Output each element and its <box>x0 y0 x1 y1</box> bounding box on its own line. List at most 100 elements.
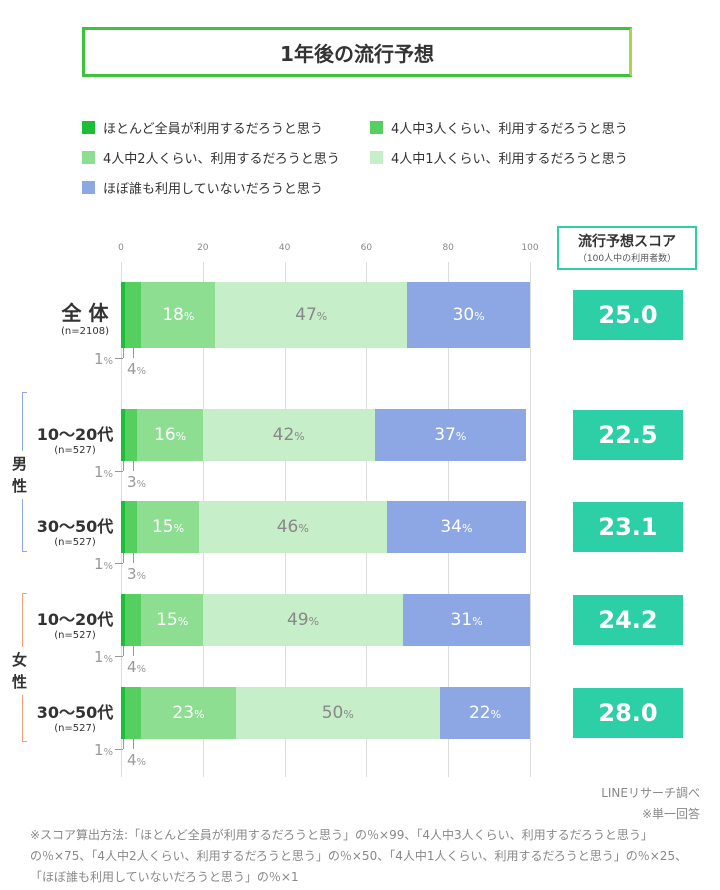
data-label: 49% <box>286 610 320 630</box>
legend-label: ほぼ誰も利用していないだろうと思う <box>103 182 323 197</box>
bar-segment <box>125 594 142 646</box>
score-header-title: 流行予想スコア <box>578 234 676 250</box>
data-label: 22% <box>468 703 502 723</box>
x-tick-label: 40 <box>278 243 291 253</box>
group-label: 男 性 <box>12 451 28 499</box>
callout-line <box>115 749 124 750</box>
data-label: 1% <box>94 555 114 573</box>
data-label: 4% <box>127 658 147 676</box>
legend-item: 4人中3人くらい、利用するだろうと思う <box>370 118 628 137</box>
legend-swatch <box>82 181 95 194</box>
data-label: 46% <box>276 517 309 537</box>
data-label: 1% <box>94 741 114 759</box>
stacked-bar: 18% 47% 30% <box>121 282 530 348</box>
score-header-sub: （100人中の利用者数） <box>577 254 677 264</box>
data-label: 50% <box>321 703 354 723</box>
callout-line <box>133 739 135 749</box>
score-value: 25.0 <box>573 290 683 340</box>
data-label: 42% <box>272 425 305 445</box>
x-tick-label: 100 <box>521 243 539 253</box>
legend-label: 4人中3人くらい、利用するだろうと思う <box>391 122 628 137</box>
source: LINEリサーチ調べ <box>601 786 700 800</box>
bar-segment: 42% <box>202 409 375 461</box>
bar-segment: 37% <box>374 409 526 461</box>
data-label: 1% <box>94 648 114 666</box>
stacked-bar: 15% 46% 34% <box>121 501 530 553</box>
legend-item: ほとんど全員が利用するだろうと思う <box>82 118 323 137</box>
bar-segment <box>121 282 126 348</box>
data-label: 3% <box>127 473 147 491</box>
bar-segment: 46% <box>198 501 387 553</box>
data-label: 18% <box>162 305 195 325</box>
category-label: 全 体 (n=2108) <box>61 301 109 337</box>
bar-segment <box>121 409 126 461</box>
callout-line <box>123 739 125 749</box>
bar-segment: 49% <box>202 594 404 646</box>
score-value: 24.2 <box>573 595 683 645</box>
stacked-bar: 16% 42% 37% <box>121 409 530 461</box>
data-label: 23% <box>172 703 205 723</box>
callout-line <box>115 656 124 657</box>
data-label: 16% <box>154 425 187 445</box>
bar-segment: 16% <box>137 409 203 461</box>
callout-line <box>123 348 125 358</box>
bar-segment <box>125 282 142 348</box>
bar-segment: 18% <box>141 282 216 348</box>
score-value: 23.1 <box>573 502 683 552</box>
score-value: 22.5 <box>573 410 683 460</box>
group-label: 女 性 <box>12 646 28 695</box>
data-label: 4% <box>127 360 147 378</box>
legend-label: 4人中2人くらい、利用するだろうと思う <box>103 152 340 167</box>
data-label: 34% <box>440 517 473 537</box>
x-tick-label: 60 <box>360 243 373 253</box>
callout-line <box>115 471 124 472</box>
data-label: 47% <box>295 305 328 325</box>
legend-item: 4人中1人くらい、利用するだろうと思う <box>370 148 628 167</box>
gridline <box>530 262 531 777</box>
stacked-bar: 15% 49% 31% <box>121 594 530 646</box>
callout-line <box>133 553 135 563</box>
legend-swatch <box>370 151 383 164</box>
callout-line <box>123 646 125 656</box>
legend-label: 4人中1人くらい、利用するだろうと思う <box>391 152 628 167</box>
source-note: LINEリサーチ調べ ※単一回答 <box>601 783 700 825</box>
data-label: 1% <box>94 463 114 481</box>
stacked-bar: 23% 50% 22% <box>121 687 530 739</box>
bar-segment <box>121 594 126 646</box>
bar-segment: 15% <box>141 594 203 646</box>
bar-segment: 23% <box>141 687 236 739</box>
data-label: 3% <box>127 565 147 583</box>
data-label: 4% <box>127 751 147 769</box>
bar-segment: 47% <box>215 282 408 348</box>
data-label: 37% <box>434 425 467 445</box>
score-header: 流行予想スコア （100人中の利用者数） <box>557 226 697 270</box>
bar-segment <box>121 687 126 739</box>
bar-segment: 22% <box>440 687 530 739</box>
x-tick-label: 80 <box>442 243 454 253</box>
category-label: 30〜50代 (n=527) <box>36 703 114 734</box>
callout-line <box>115 563 124 564</box>
chart-title: 1年後の流行予想 <box>82 27 632 77</box>
bar-segment <box>125 501 138 553</box>
bar-segment: 31% <box>403 594 530 646</box>
callout-line <box>133 461 135 471</box>
data-label: 31% <box>450 610 483 630</box>
bar-segment: 50% <box>235 687 441 739</box>
legend-label: ほとんど全員が利用するだろうと思う <box>103 122 323 137</box>
bar-segment <box>125 687 142 739</box>
callout-line <box>123 461 125 471</box>
data-label: 1% <box>94 350 114 368</box>
legend-swatch <box>82 151 95 164</box>
data-label: 15% <box>151 517 185 537</box>
category-label: 30〜50代 (n=527) <box>36 517 114 548</box>
category-label: 10〜20代 (n=527) <box>36 610 114 641</box>
single-answer-note: ※単一回答 <box>641 807 700 821</box>
bar-segment: 15% <box>137 501 199 553</box>
bar-segment: 30% <box>407 282 530 348</box>
bar-segment <box>125 409 138 461</box>
x-tick-label: 20 <box>197 243 209 253</box>
score-value: 28.0 <box>573 688 683 738</box>
legend-swatch <box>82 121 95 134</box>
legend-item: 4人中2人くらい、利用するだろうと思う <box>82 148 340 167</box>
x-tick-label: 0 <box>118 243 124 253</box>
